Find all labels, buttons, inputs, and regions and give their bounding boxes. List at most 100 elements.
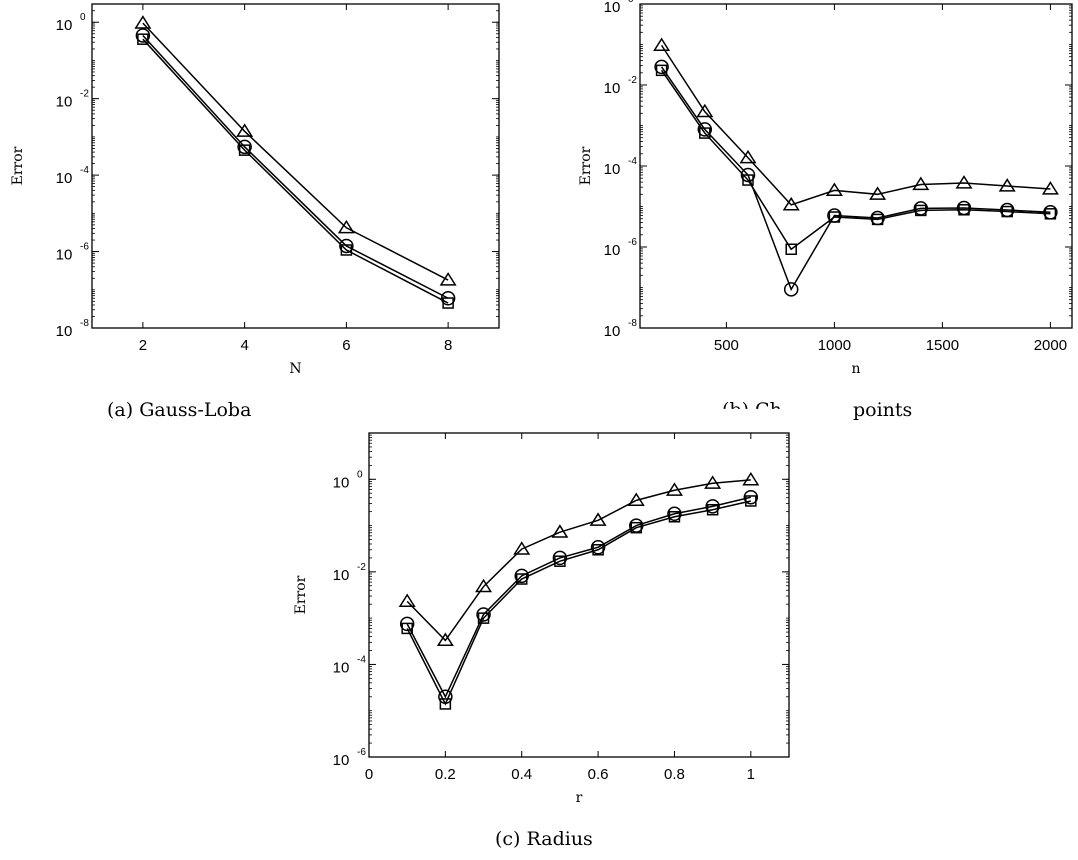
y-tick-exponent: -6 [628,237,637,248]
triangle-marker [134,15,152,29]
triangle-marker [782,196,800,211]
series-line-triangle [406,479,751,642]
circle-marker [135,28,151,43]
x-tick-label: 2000 [1034,337,1067,354]
square-marker [1044,208,1057,220]
x-tick-label: 500 [714,337,739,354]
triangle-marker [398,593,416,608]
caption-c: (c) Radius [495,828,593,850]
square-marker [442,297,454,309]
triangle-marker [337,219,355,234]
y-tick-label: 10 [604,242,621,259]
x-tick-label: 1500 [926,337,959,354]
y-tick-exponent: 0 [80,12,86,23]
triangle-marker [589,512,607,526]
triangle-marker [825,182,843,197]
x-tick-label: 4 [240,337,248,354]
series-line-triangle [660,44,1051,206]
y-tick-exponent: 0 [628,0,634,5]
caption-b: points [853,399,912,421]
y-tick-exponent: -2 [357,562,366,573]
square-marker [439,698,452,710]
square-marker [785,243,797,255]
square-marker [477,612,490,624]
panel-b: 500 1000 1500 2000 10 -8 10 -6 10 -4 10 -2 10 0 n Error [578,0,1073,377]
y-tick-label: 10 [56,94,73,111]
y-tick-exponent: -2 [628,75,637,86]
y-tick-label: 10 [604,323,621,340]
x-tick-label: 0.6 [588,766,609,783]
x-axis-label: N [289,361,301,377]
square-marker [630,521,643,534]
y-tick-label: 10 [56,17,73,34]
triangle-marker [739,149,757,164]
x-tick-label: 0.8 [664,766,685,783]
series-line-circle [142,34,449,299]
square-marker [401,622,413,635]
series-line-circle [660,66,1051,292]
x-tick-label: 1 [747,766,755,783]
circle-marker [654,59,669,75]
caption-a: (a) Gauss-Loba [107,399,251,421]
circle-marker [667,506,682,522]
caption-b-fragment: (b) Ch [722,399,782,421]
square-marker [655,64,668,77]
y-tick-exponent: 0 [357,469,363,480]
square-marker [668,511,681,523]
triangle-marker [696,103,714,118]
circle-marker [743,489,759,505]
triangle-marker [742,471,760,486]
square-marker [554,555,566,567]
y-tick-exponent: -2 [80,89,89,100]
triangle-marker [627,492,645,507]
square-marker [699,127,711,139]
triangle-marker [912,176,930,191]
series-line-square [406,500,751,706]
y-tick-label: 10 [604,161,621,178]
circle-marker [237,139,252,155]
circle-marker [476,607,491,622]
triangle-marker [665,482,683,496]
y-tick-label: 10 [56,323,73,340]
triangle-marker [439,272,457,286]
panel-a: 2 4 6 8 10 -8 10 -6 10 -4 10 -2 10 0 N Error [10,3,500,377]
y-axis-label: Error [293,575,309,614]
square-marker [871,213,884,226]
y-tick-exponent: -8 [628,318,637,329]
y-tick-label: 10 [56,170,73,187]
axes-frame [639,3,1073,329]
y-tick-label: 10 [333,659,350,676]
circle-marker [339,238,354,254]
square-marker [238,144,251,156]
series-line-square [142,38,449,304]
axes-frame [368,432,790,758]
square-marker [137,33,149,45]
triangle-marker [475,578,493,593]
triangle-marker [998,178,1016,192]
triangle-marker [436,632,454,647]
triangle-marker [236,123,254,137]
circle-marker [399,616,415,632]
triangle-marker [955,175,973,189]
series-line-circle [406,496,751,699]
circle-marker [705,499,720,514]
square-marker [340,244,353,256]
axes-frame [91,3,500,329]
square-marker [706,503,719,516]
triangle-marker [653,37,671,52]
square-marker [1001,205,1013,218]
x-tick-label: 6 [342,337,350,354]
circle-marker [783,282,799,297]
y-tick-label: 10 [56,247,73,264]
y-tick-label: 10 [333,567,350,584]
y-tick-exponent: -4 [628,156,637,167]
x-tick-label: 1000 [818,337,851,354]
y-axis-label: Error [10,146,26,185]
y-tick-exponent: -4 [357,654,366,665]
triangle-marker [1041,181,1059,195]
y-tick-exponent: -6 [80,242,89,253]
square-marker [915,204,927,217]
square-marker [592,544,604,556]
square-marker [515,573,528,585]
x-tick-label: 0.4 [511,766,532,783]
